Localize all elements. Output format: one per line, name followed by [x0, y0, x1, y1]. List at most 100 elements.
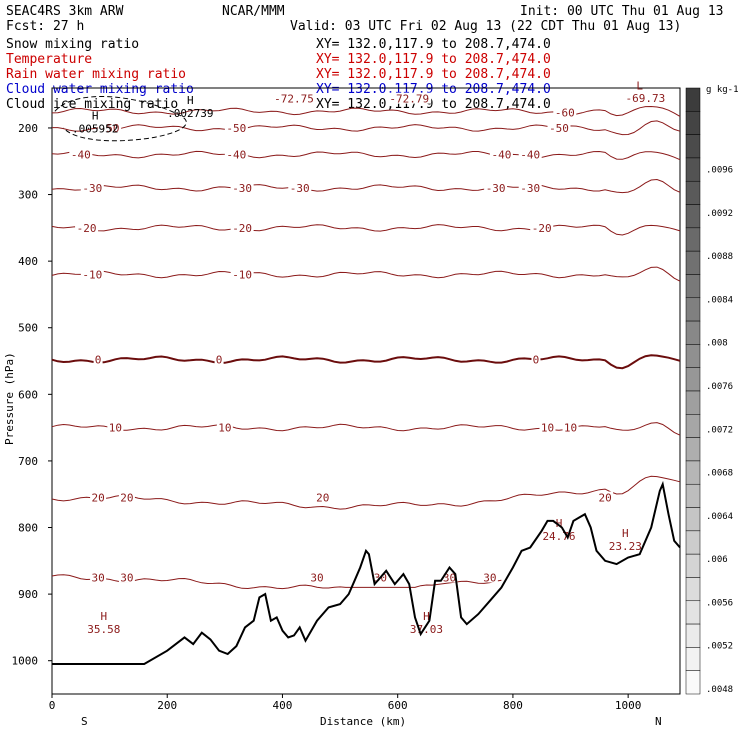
colorbar-cell: [685, 297, 701, 322]
isotherm-label-bg: [309, 571, 326, 583]
temperature-isotherms: -72.75 -72.79 -69.73-60-50 -50 -50-40 -40 -40-…: [51, 91, 681, 590]
y-tick-label: 400: [18, 255, 38, 268]
isotherm-label: -40: [520, 149, 540, 162]
isotherm-label-bg: [230, 221, 254, 233]
extremum-value: 35.58: [87, 623, 120, 636]
y-tick-label: 900: [18, 588, 38, 601]
isotherm-label-bg: [518, 148, 542, 160]
colorbar-cell: [685, 227, 701, 252]
isotherm-label: -40: [226, 149, 246, 162]
isotherm-label-bg: [597, 491, 614, 503]
colorbar-label: .008: [706, 339, 728, 349]
isotherm-label: -72.79: [389, 93, 429, 106]
isotherm-line: [51, 150, 681, 161]
isotherm-label: 0: [216, 354, 223, 367]
isotherm-label-bg: [75, 221, 99, 233]
isotherm-label: -30: [520, 182, 540, 195]
colorbar-cell: [685, 344, 701, 368]
isotherm-label-bg: [530, 221, 554, 233]
colorbar-cell: [685, 250, 701, 275]
isotherm-line: [51, 266, 681, 282]
center-name: NCAR/MMM: [222, 4, 285, 19]
extremum-letter: L: [636, 79, 643, 92]
extremum-value: 23.23: [609, 540, 642, 553]
y-tick-label: 800: [18, 522, 38, 535]
isotherm-label-bg: [481, 571, 498, 583]
isotherm-label: -40: [71, 149, 91, 162]
isotherm-label-bg: [484, 181, 508, 193]
x-tick-label: 1000: [615, 699, 642, 712]
isotherm-label: -30: [486, 182, 506, 195]
isotherm-label-bg: [539, 421, 556, 433]
isotherm-label: -60: [555, 107, 575, 120]
colorbar-cell: [685, 623, 701, 648]
isotherm-label-bg: [441, 571, 458, 583]
extremum-value: .005952: [72, 122, 118, 135]
isotherm-label: 30: [443, 571, 456, 584]
isotherm-label: -10: [82, 268, 102, 281]
colorbar-cell: [685, 553, 701, 578]
isotherm-label-bg: [216, 421, 233, 433]
y-tick-label: 300: [18, 189, 38, 202]
init-time: Init: 00 UTC Thu 01 Aug 13: [520, 4, 724, 19]
isotherm-label-bg: [547, 121, 571, 133]
colorbar-label: .0052: [706, 642, 733, 652]
isotherm-label: 20: [91, 492, 104, 505]
colorbar-cell: [685, 204, 701, 229]
colorbar-label: .0088: [706, 252, 733, 262]
isotherm-label: -20: [532, 222, 552, 235]
field-snow-xy: XY= 132.0,117.9 to 208.7,474.0: [316, 37, 551, 52]
colorbar-cell: [685, 180, 701, 205]
colorbar-label: .0084: [706, 295, 733, 305]
isotherm-label: 20: [598, 492, 611, 505]
colorbar-cell: [685, 414, 701, 438]
isotherm-label-bg: [98, 121, 122, 133]
extremum-letter: H: [423, 610, 430, 623]
valid-time: Valid: 03 UTC Fri 02 Aug 13 (22 CDT Thu …: [290, 19, 681, 34]
extremum-value: .002739: [167, 107, 213, 120]
isotherm-label: 30: [120, 571, 133, 584]
extremum-letter: H: [101, 610, 108, 623]
colorbar-cell: [685, 87, 701, 112]
isotherm-line: [51, 475, 681, 510]
isotherm-label: 10: [218, 422, 231, 435]
colorbar-cell: [685, 367, 701, 392]
field-temp-name: Temperature: [6, 52, 92, 67]
isotherm-label: 30: [91, 571, 104, 584]
isotherm-label: -10: [232, 268, 252, 281]
colorbar-label: .0072: [706, 425, 733, 435]
x-end-north: N: [655, 715, 662, 728]
isotherm-label-bg: [623, 91, 668, 103]
colorbar-label: .0096: [706, 166, 733, 176]
isotherm-label: -50: [549, 122, 569, 135]
field-temp-xy: XY= 132.0,117.9 to 208.7,474.0: [316, 52, 551, 67]
forecast-hour: Fcst: 27 h: [6, 19, 84, 34]
isotherm-label: -20: [232, 222, 252, 235]
isotherm-label: -50: [226, 122, 246, 135]
isotherm-label-bg: [224, 148, 248, 160]
isotherm-label: -20: [77, 222, 97, 235]
y-tick-label: 600: [18, 388, 38, 401]
colorbar-cell: [685, 483, 701, 508]
colorbar-cell: [685, 460, 701, 485]
colorbar-cell: [685, 507, 701, 532]
colorbar-label: .0076: [706, 382, 733, 392]
colorbar-label: .0068: [706, 469, 733, 479]
x-end-south: S: [81, 715, 88, 728]
isotherm-label: 10: [564, 422, 577, 435]
colorbar-cell: [685, 600, 701, 625]
isotherm-label: -30: [290, 182, 310, 195]
terrain-line: [52, 480, 681, 665]
colorbar-label: .0092: [706, 209, 733, 219]
isotherm-line: [51, 422, 681, 436]
y-tick-label: 700: [18, 455, 38, 468]
isotherm-label-bg: [518, 181, 542, 193]
y-tick-label: 1000: [12, 655, 39, 668]
isotherm-label: 20: [316, 492, 329, 505]
isotherm-label-bg: [531, 353, 541, 365]
plot-frame: [51, 87, 681, 695]
x-axis-title: Distance (km): [320, 715, 406, 728]
isotherm-label: 20: [120, 492, 133, 505]
